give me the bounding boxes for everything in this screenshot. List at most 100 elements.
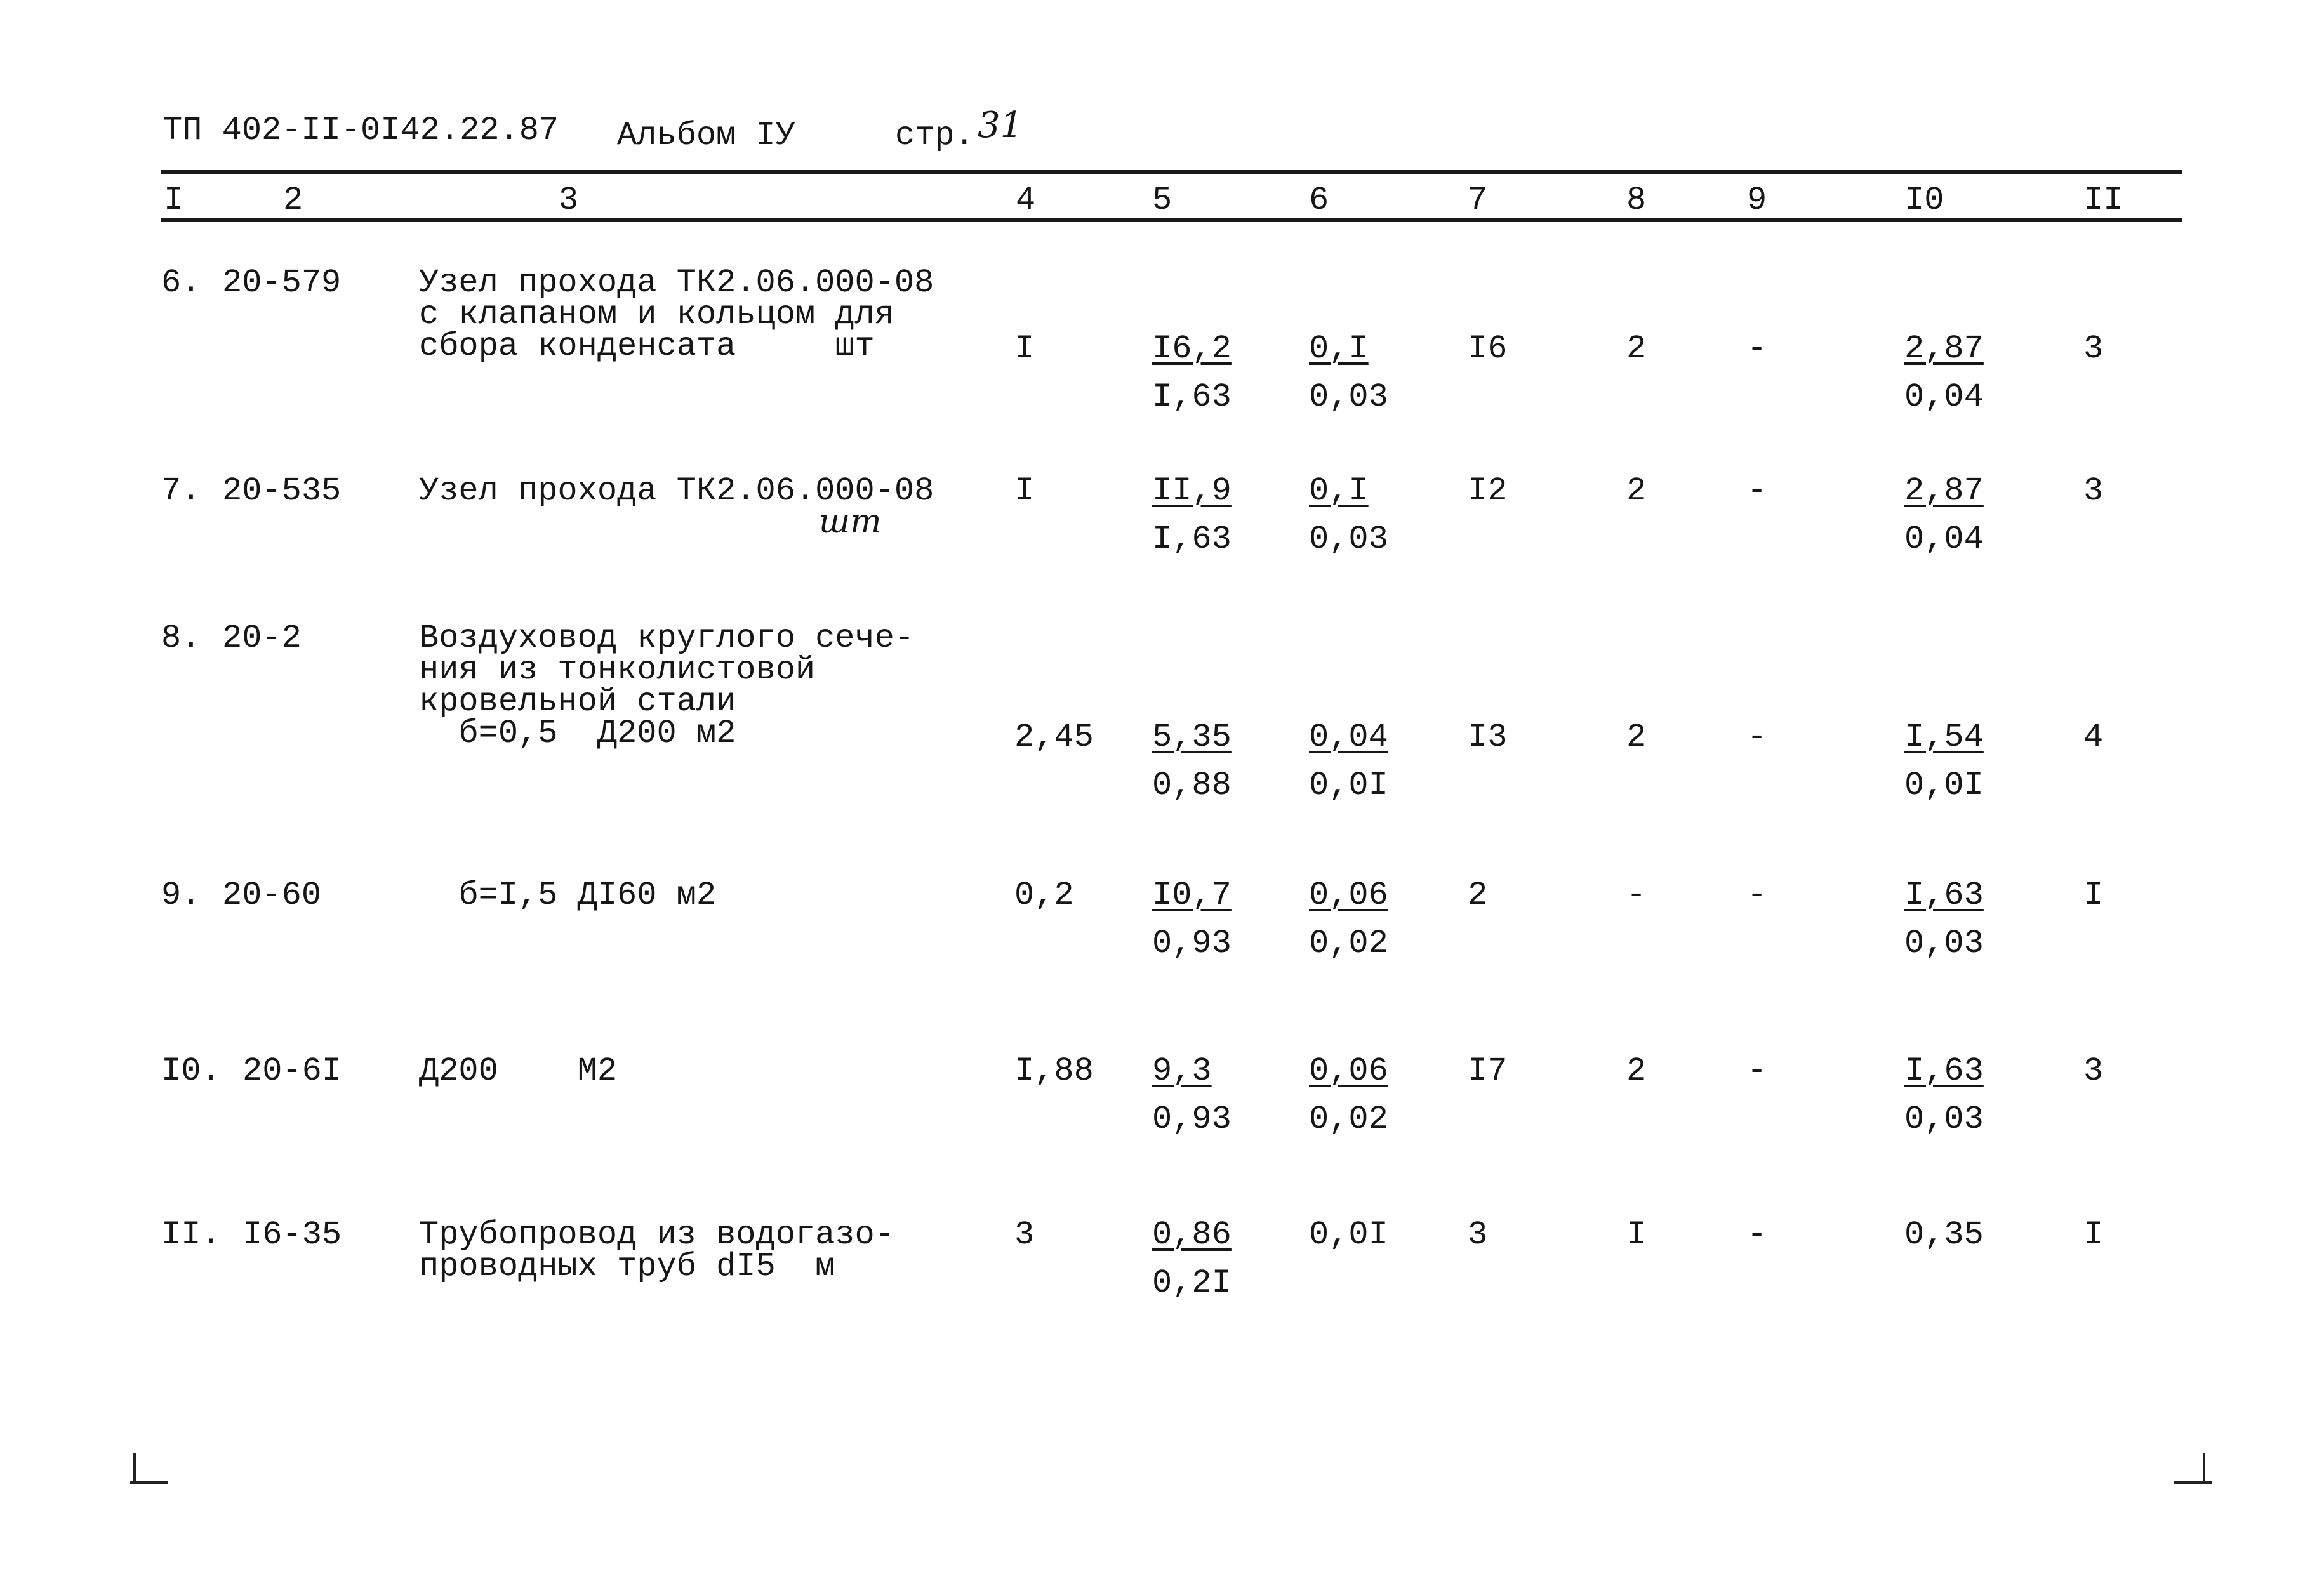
row-description-line: Д200 М2	[419, 1052, 618, 1090]
cell-c5-numerator: I6,2	[1152, 330, 1232, 367]
cell-c9: -	[1747, 1052, 1767, 1090]
cell-c7: 3	[1468, 1216, 1488, 1253]
row-code: 20-535	[222, 472, 342, 510]
row-code: 20-6I	[242, 1052, 342, 1090]
table-row: II. I6-35 Трубопровод из водогазо-проводны…	[0, 1219, 2324, 1384]
cell-c10-numerator: 2,87	[1904, 472, 1984, 510]
album-label: Альбом IУ	[617, 117, 795, 154]
row-description-line: Воздуховод круглого сече-	[419, 619, 915, 657]
cell-c10: 0,35	[1904, 1216, 1984, 1253]
cell-c10-denominator: 0,03	[1904, 925, 1984, 962]
cell-c9: -	[1747, 1216, 1767, 1253]
cell-c10-denominator: 0,03	[1904, 1101, 1984, 1138]
row-description-line: б=I,5 ДI60 м2	[419, 876, 717, 914]
doc-code: ТП 402-II-0I42.22.87	[163, 112, 559, 149]
cell-c10-numerator: I,63	[1904, 876, 1984, 914]
table-row: 8. 20-2 Воздуховод круглого сече-ния из то…	[0, 619, 2324, 802]
table-row: I0. 20-6I Д200 М2 I,88 9,3 0,93 0,06 0,02 I7 2 - I,…	[0, 1055, 2324, 1220]
header-bottom-rule	[161, 218, 2182, 222]
cell-c4: 2,45	[1014, 718, 1094, 756]
corner-mark-right	[2203, 1453, 2205, 1483]
cell-c10-numerator: 2,87	[1904, 330, 1984, 367]
cell-c11: I	[2083, 1216, 2104, 1253]
column-header-5: 5	[1152, 182, 1172, 219]
cell-c10-denominator: 0,04	[1904, 378, 1984, 416]
corner-mark-left-base	[130, 1481, 168, 1484]
cell-c5-numerator: 9,3	[1152, 1052, 1212, 1090]
cell-c5-numerator: I0,7	[1152, 876, 1232, 914]
cell-c5-numerator: II,9	[1152, 472, 1232, 510]
cell-c5-numerator: 0,86	[1152, 1216, 1232, 1253]
row-description-line: Узел прохода ТК2.06.000-08	[419, 472, 934, 510]
corner-mark-left	[133, 1453, 136, 1483]
cell-c9: -	[1747, 876, 1767, 914]
cell-c9: -	[1747, 330, 1767, 367]
table-row: 9. 20-60 б=I,5 ДI60 м2 0,2 I0,7 0,93 0,06 0,02…	[0, 879, 2324, 1044]
row-code: I6-35	[242, 1216, 342, 1253]
cell-c8: I	[1626, 1216, 1647, 1253]
cell-c5-numerator: 5,35	[1152, 718, 1232, 756]
cell-c8: 2	[1626, 1052, 1647, 1090]
table-row: 6. 20-579 Узел прохода ТК2.06.000-08 с клап…	[0, 267, 2324, 432]
row-description-line: Узел прохода ТК2.06.000-08	[419, 264, 934, 301]
row-code: 20-60	[222, 876, 322, 914]
cell-c10-numerator: I,54	[1904, 718, 1984, 756]
cell-c9: -	[1747, 472, 1767, 510]
cell-c8: 2	[1626, 330, 1647, 367]
column-header-6: 6	[1309, 182, 1329, 219]
header-top-rule	[161, 170, 2182, 174]
row-description-line: с клапаном и кольцом для	[419, 296, 894, 333]
cell-c6-numerator: 0,06	[1309, 876, 1388, 914]
cell-c6-denominator: 0,02	[1309, 925, 1388, 962]
column-header-1: I	[164, 182, 184, 219]
cell-c10-denominator: 0,0I	[1904, 767, 1984, 804]
cell-c5-denominator: 0,88	[1152, 767, 1232, 804]
cell-c4: I	[1014, 330, 1035, 367]
cell-c11: 3	[2083, 330, 2104, 367]
cell-c7: I7	[1468, 1052, 1508, 1090]
cell-c6-numerator: 0,I	[1309, 472, 1369, 510]
row-number: 8.	[161, 619, 201, 657]
cell-c6-denominator: 0,0I	[1309, 767, 1388, 804]
cell-c5-denominator: I,63	[1152, 520, 1232, 558]
column-header-9: 9	[1747, 182, 1767, 219]
row-description-line: сбора конденсата шт	[419, 327, 875, 365]
cell-c4: 3	[1014, 1216, 1035, 1253]
cell-c9: -	[1747, 718, 1767, 756]
cell-c5-denominator: 0,93	[1152, 925, 1232, 962]
cell-c4: 0,2	[1014, 876, 1074, 914]
row-number: II.	[161, 1216, 221, 1253]
cell-c8: 2	[1626, 718, 1647, 756]
table-row: 7. 20-535 Узел прохода ТК2.06.000-08 шт I II,…	[0, 475, 2324, 640]
cell-c6-numerator: 0,I	[1309, 330, 1369, 367]
cell-c11: I	[2083, 876, 2104, 914]
cell-c11: 4	[2083, 718, 2104, 756]
cell-c6: 0,0I	[1309, 1216, 1388, 1253]
cell-c6-denominator: 0,03	[1309, 520, 1388, 558]
column-header-3: 3	[559, 182, 579, 219]
row-description-line: б=0,5 Д200 м2	[419, 715, 736, 752]
row-description-line: кровельной стали	[419, 683, 736, 720]
cell-c8: -	[1626, 876, 1647, 914]
cell-c5-denominator: 0,2I	[1152, 1264, 1232, 1302]
cell-c4: I,88	[1014, 1052, 1094, 1090]
column-header-4: 4	[1016, 182, 1036, 219]
cell-c5-denominator: I,63	[1152, 378, 1232, 416]
handwritten-unit: шт	[819, 503, 882, 541]
cell-c11: 3	[2083, 1052, 2104, 1090]
cell-c7: I2	[1468, 472, 1508, 510]
cell-c6-denominator: 0,03	[1309, 378, 1388, 416]
row-description-line: проводных труб dI5 м	[419, 1248, 835, 1285]
cell-c8: 2	[1626, 472, 1647, 510]
cell-c6-numerator: 0,06	[1309, 1052, 1388, 1090]
cell-c6-numerator: 0,04	[1309, 718, 1388, 756]
row-description-line: Трубопровод из водогазо-	[419, 1216, 894, 1253]
cell-c10-denominator: 0,04	[1904, 520, 1984, 558]
cell-c11: 3	[2083, 472, 2104, 510]
column-header-2: 2	[283, 182, 303, 219]
cell-c10-numerator: I,63	[1904, 1052, 1984, 1090]
row-code: 20-2	[222, 619, 302, 657]
row-number: 6.	[161, 264, 201, 301]
row-number: 9.	[161, 876, 201, 914]
row-number: I0.	[161, 1052, 221, 1090]
